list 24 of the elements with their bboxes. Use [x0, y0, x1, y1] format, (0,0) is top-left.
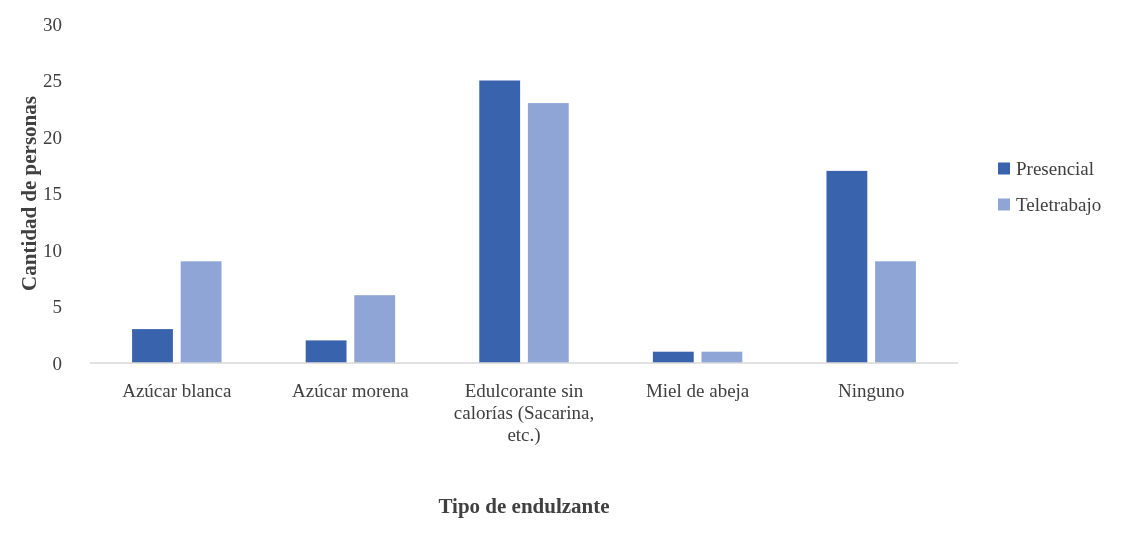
bar: [826, 170, 868, 363]
bar: [527, 103, 569, 363]
y-tick-label: 30: [43, 13, 62, 35]
bar: [479, 80, 521, 363]
x-tick-label: Edulcorante sin calorías (Sacarina, etc.): [453, 380, 595, 446]
legend-label: Teletrabajo: [1016, 194, 1102, 216]
x-tick-label: Azúcar blanca: [122, 380, 232, 401]
y-tick-label: 10: [43, 239, 62, 261]
y-tick-label: 20: [43, 126, 62, 148]
x-tick-label: Miel de abeja: [645, 380, 750, 401]
y-axis-title: Cantidad de personas: [17, 96, 41, 291]
x-tick-label: Azúcar morena: [292, 380, 410, 401]
x-tick-label: Ninguno: [837, 380, 905, 401]
y-tick-label: 25: [43, 70, 62, 92]
legend-label: Presencial: [1016, 158, 1095, 180]
bar: [180, 261, 222, 363]
bar: [305, 340, 347, 363]
y-tick-label: 15: [43, 183, 62, 205]
bar: [875, 261, 916, 363]
y-tick-label: 5: [52, 296, 62, 318]
y-tick-label: 0: [52, 352, 62, 374]
bar: [132, 329, 173, 363]
x-axis-title: Tipo de endulzante: [438, 494, 610, 518]
bar: [354, 295, 396, 363]
